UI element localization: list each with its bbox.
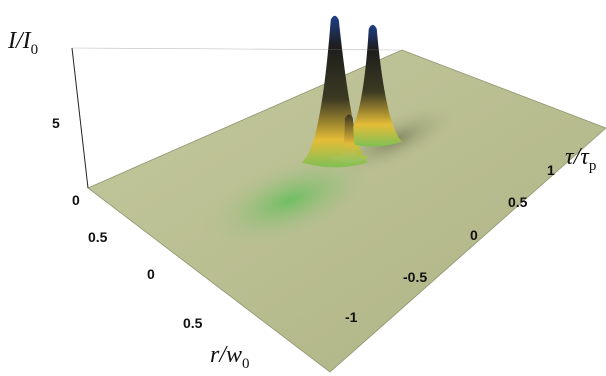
tau-tick-label: -0.5 [403,269,427,285]
surface-peak-shoulder [329,114,369,163]
tau-tick-label: 0.5 [508,194,528,210]
tau-tick-label: -1 [345,309,358,325]
tau-tick-label: 1 [547,162,555,178]
z-tick-label: 0 [72,192,80,208]
z-axis-line [71,47,89,189]
z-axis-top [71,47,401,51]
z-tick-label: 5 [52,115,60,131]
surface-peak-secondary [343,24,403,147]
z-axis-title: I/I0 [7,28,38,58]
r-tick-label: 0.5 [88,229,108,245]
tau-tick-label: 0 [470,227,478,243]
green-halo [199,150,381,250]
r-tick-label: 0.5 [183,315,203,331]
tau-axis-title: τ/τp [565,144,596,174]
r-tick-label: 0 [147,266,155,282]
r-axis-title: r/w0 [210,342,250,372]
surface-peaks [301,15,403,168]
